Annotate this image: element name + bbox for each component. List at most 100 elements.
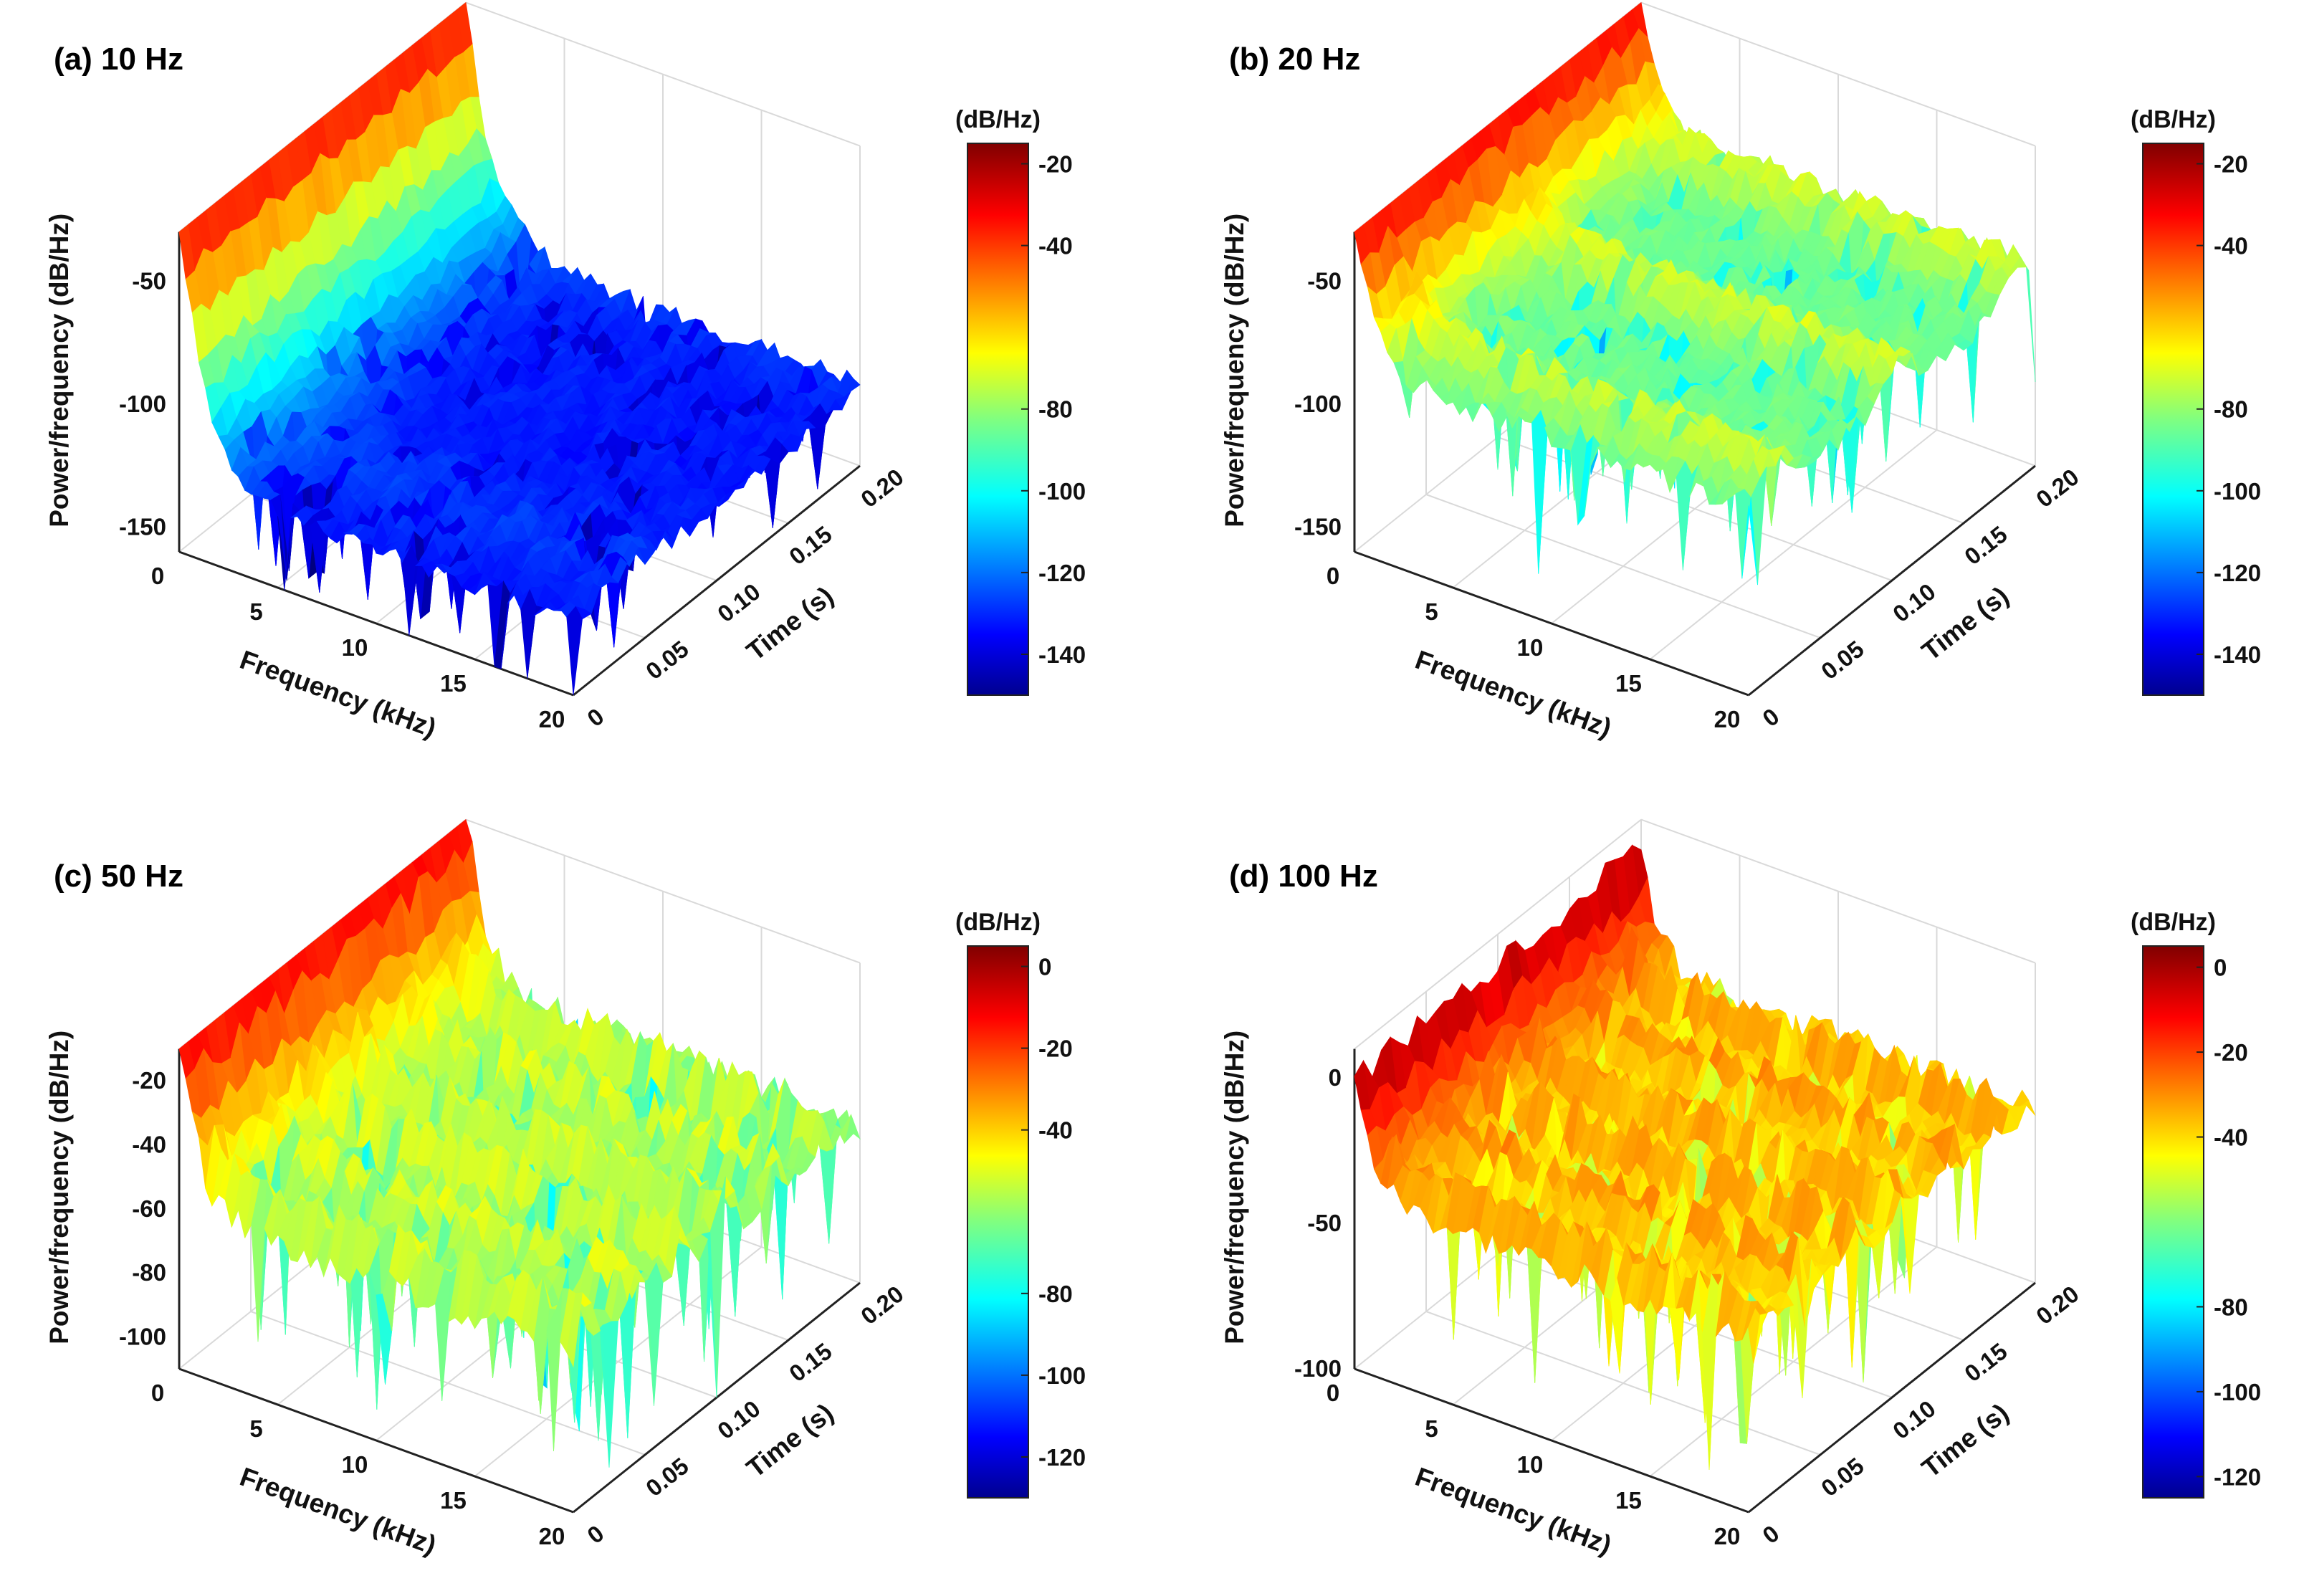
x-tick-label: 10 [342,1451,368,1478]
x-tick-label: 10 [1517,634,1544,661]
y-tick-label: 0.10 [712,578,765,628]
y-tick-label: 0.20 [856,464,908,513]
y-tick-label: 0.15 [784,1338,836,1387]
colorbar-tick-label: -40 [1038,233,1073,259]
surface [178,818,861,1468]
y-tick-label: 0.05 [641,1453,693,1502]
panel-title: (c) 50 Hz [54,859,183,894]
colorbar-tick-label: -40 [2214,233,2248,259]
x-tick-label: 20 [1714,706,1741,732]
colorbar-gradient [967,945,1029,1499]
z-axis-label: Power/frequency (dB/Hz) [1220,214,1249,527]
colorbar-tick-label: -80 [2214,1294,2248,1320]
colorbar-tick-label: 0 [1038,954,1051,980]
z-tick-label: 0 [1329,1064,1342,1091]
colorbar-tick-label: -120 [1038,1444,1086,1471]
z-tick-label: -20 [132,1067,166,1094]
panel-title: (a) 10 Hz [54,42,183,77]
x-tick-label: 0 [1327,1380,1339,1406]
panel-title: (b) 20 Hz [1229,42,1360,77]
colorbar-tick-label: -80 [2214,396,2248,423]
z-tick-label: -80 [132,1259,166,1286]
colorbar-tick-label: -20 [1038,151,1073,178]
z-tick-label: -100 [1294,391,1342,417]
x-tick-label: 10 [342,634,368,661]
colorbar: (dB/Hz) -20 -40 -80 -100 -120 -140 [2131,106,2261,696]
z-tick-label: -100 [1294,1355,1342,1382]
colorbar-tick-label: -100 [2214,478,2261,505]
x-axis-label: Frequency (kHz) [236,645,441,743]
surface [1354,1,2036,586]
x-tick-label: 15 [1615,1487,1642,1514]
z-tick-label: -50 [1307,1210,1342,1236]
colorbar-gradient [967,143,1029,696]
y-tick-label: 0.05 [1816,636,1868,685]
y-tick-label: 0.20 [2031,464,2083,513]
colorbar-tick-label: -140 [1038,641,1086,668]
colorbar-tick-label: -120 [2214,560,2261,586]
colorbar-tick-label: -40 [2214,1124,2248,1151]
colorbar: (dB/Hz) -20 -40 -80 -100 -120 -140 [955,106,1086,696]
x-tick-label: 5 [249,598,262,625]
colorbar: (dB/Hz) 0 -20 -40 -80 -100 -120 [955,909,1086,1499]
x-tick-label: 20 [539,706,565,732]
y-tick-label: 0.15 [784,521,836,570]
x-tick-label: 10 [1517,1451,1544,1478]
y-tick-label: 0.15 [1959,1338,2012,1387]
x-axis-label: Frequency (kHz) [1412,645,1616,743]
colorbar-tick-label: -20 [2214,151,2248,178]
colorbar-tick-label: -120 [2214,1463,2261,1490]
colorbar-label: (dB/Hz) [2131,909,2216,936]
x-tick-label: 5 [1425,1415,1438,1442]
x-tick-label: 0 [151,1380,164,1406]
colorbar-gradient [2142,945,2204,1499]
z-tick-label: -150 [1294,514,1342,540]
x-tick-label: 5 [249,1415,262,1442]
colorbar-tick-label: -100 [1038,478,1086,505]
y-tick-label: 0 [582,703,608,732]
z-tick-label: -50 [1307,267,1342,294]
colorbar-tick-label: -20 [2214,1039,2248,1066]
x-tick-label: 5 [1425,598,1438,625]
colorbar-tick-label: -120 [1038,560,1086,586]
z-axis-label: Power/frequency (dB/Hz) [44,1031,74,1344]
surface [178,1,861,696]
z-tick-label: -40 [132,1132,166,1158]
z-axis-label: Power/frequency (dB/Hz) [44,214,74,527]
z-axis-label: Power/frequency (dB/Hz) [1220,1031,1249,1344]
colorbar-tick-label: 0 [2214,955,2227,981]
colorbar: (dB/Hz) 0 -20 -40 -80 -100 -120 [2131,909,2261,1499]
panel-1: (a) 10 Hz -50 -100 -150 0 5 10 15 20 0 0.05 0.10 0.1… [44,1,1086,743]
y-tick-label: 0.15 [1959,521,2012,570]
surface [1354,844,2036,1470]
panel-3: (c) 50 Hz -20 -40 -60 -80 -100 0 5 10 15 20 0 0.05 0.… [44,818,1086,1560]
y-tick-label: 0.10 [1888,1395,1940,1445]
colorbar-label: (dB/Hz) [2131,106,2216,133]
colorbar-tick-label: -140 [2214,641,2261,668]
x-axis-label: Frequency (kHz) [1412,1462,1616,1560]
x-tick-label: 20 [539,1523,565,1549]
x-tick-label: 15 [1615,670,1642,697]
z-tick-label: -60 [132,1195,166,1222]
z-tick-label: -100 [119,1323,166,1349]
x-tick-label: 0 [1327,563,1339,589]
y-tick-label: 0.10 [1888,578,1940,628]
z-tick-label: -100 [119,391,166,417]
colorbar-tick-label: -40 [1038,1117,1073,1144]
x-axis-label: Frequency (kHz) [236,1462,441,1560]
panel-2: (b) 20 Hz -50 -100 -150 0 5 10 15 20 0 0.05 0.10 0.1… [1220,1,2261,743]
colorbar-tick-label: -80 [1038,396,1073,423]
colorbar-tick-label: -20 [1038,1036,1073,1062]
y-tick-label: 0.20 [856,1281,908,1330]
y-tick-label: 0 [1757,703,1784,732]
y-tick-label: 0.05 [641,636,693,685]
z-tick-label: -150 [119,514,166,540]
colorbar-tick-label: -80 [1038,1281,1073,1307]
y-tick-label: 0.20 [2031,1281,2083,1330]
y-tick-label: 0 [1757,1520,1784,1549]
y-tick-label: 0.10 [712,1395,765,1445]
x-tick-label: 15 [440,670,467,697]
x-tick-label: 20 [1714,1523,1741,1549]
